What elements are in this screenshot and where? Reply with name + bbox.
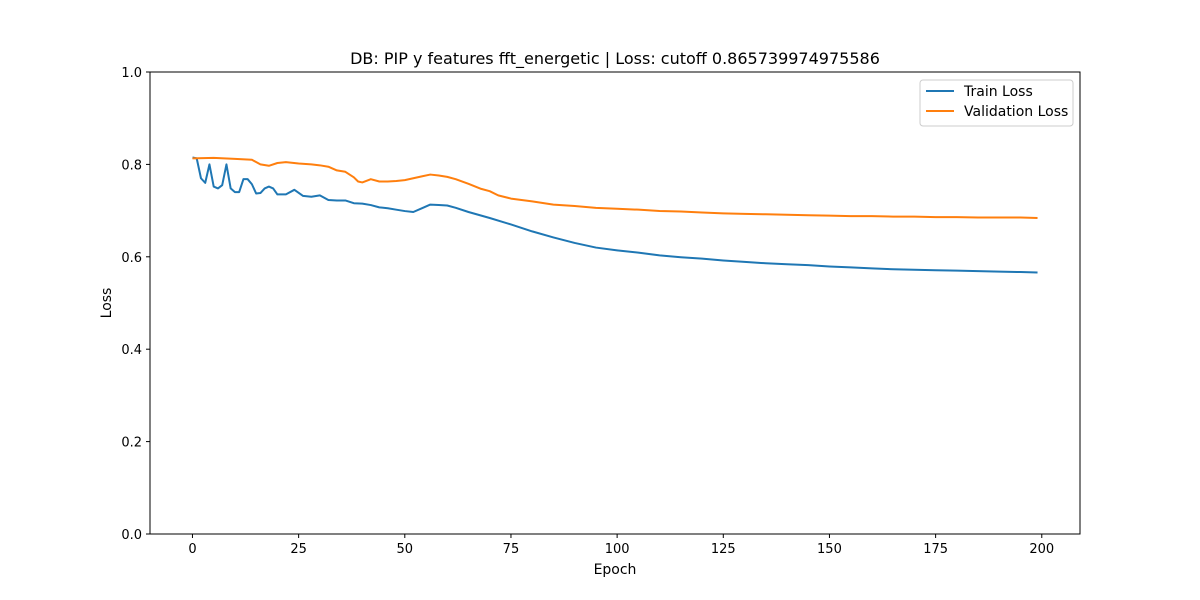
- x-tick-label: 175: [923, 542, 948, 557]
- legend-label-validation-loss: Validation Loss: [964, 104, 1068, 120]
- chart-title: DB: PIP y features fft_energetic | Loss:…: [350, 49, 880, 69]
- x-tick-label: 100: [605, 542, 630, 557]
- x-tick-label: 50: [397, 542, 414, 557]
- y-tick-label: 1.0: [121, 66, 142, 81]
- axes-frame: [149, 71, 1081, 535]
- legend-frame: [919, 79, 1074, 127]
- series-line-validation-loss: [192, 156, 1038, 219]
- x-tick-label: 75: [503, 542, 520, 557]
- plot-area: [192, 156, 1038, 274]
- x-tick-label: 25: [290, 542, 307, 557]
- x-tick-label: 150: [817, 542, 842, 557]
- x-axis: 0 25 50 75 100 125 150 175 200: [188, 534, 1054, 557]
- y-tick-label: 0.4: [121, 343, 142, 358]
- y-tick-label: 0.0: [121, 528, 142, 543]
- y-tick-label: 0.6: [121, 251, 142, 266]
- y-axis: 0.0 0.2 0.4 0.6 0.8 1.0: [121, 66, 150, 543]
- y-tick-label: 0.8: [121, 158, 142, 173]
- y-axis-label: Loss: [99, 288, 115, 319]
- legend: Train Loss Validation Loss: [919, 79, 1074, 127]
- y-tick-label: 0.2: [121, 436, 142, 451]
- series-line-train-loss: [192, 156, 1038, 274]
- x-tick-label: 200: [1029, 542, 1054, 557]
- x-tick-label: 0: [188, 542, 196, 557]
- x-axis-label: Epoch: [594, 562, 637, 578]
- x-tick-label: 125: [711, 542, 736, 557]
- legend-label-train-loss: Train Loss: [963, 84, 1033, 100]
